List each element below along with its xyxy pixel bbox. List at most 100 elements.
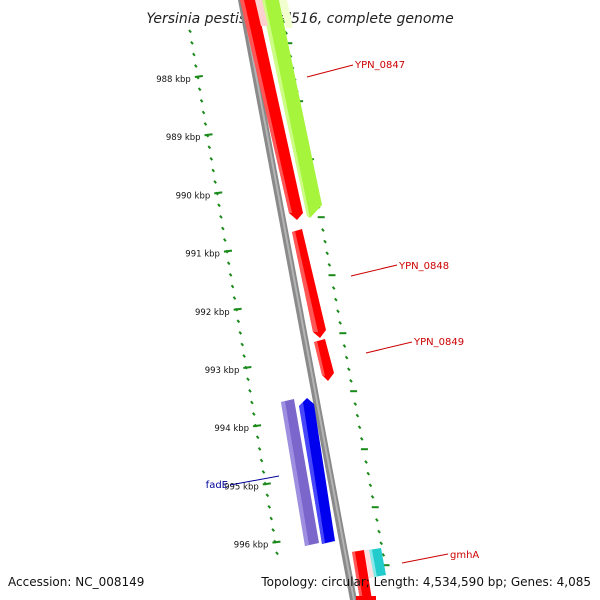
gene-feature-ypn-0848 — [292, 229, 326, 338]
outer-tick — [331, 286, 336, 290]
genome-backbone — [238, 0, 357, 600]
ruler-minor-tick — [248, 388, 252, 393]
gene-feature-slate — [281, 399, 319, 546]
outer-tick — [325, 251, 329, 256]
outer-tick — [370, 494, 375, 499]
outer-tick — [323, 239, 327, 244]
ruler-minor-tick — [275, 551, 279, 556]
outer-tick — [368, 483, 373, 488]
ruler-tick-label: 994 kbp — [214, 424, 249, 434]
outer-tick — [379, 541, 383, 546]
ruler-minor-tick — [213, 180, 217, 184]
ruler-minor-tick — [236, 319, 241, 324]
outer-tick — [364, 460, 368, 464]
ruler-major-tick — [223, 249, 233, 253]
outer-tick — [377, 529, 381, 534]
ruler-minor-tick — [259, 458, 264, 463]
outer-tick — [336, 309, 340, 314]
ruler-minor-tick — [188, 29, 192, 34]
gene-feature-pale-2 — [279, 0, 293, 28]
ruler-minor-tick — [238, 330, 243, 335]
ruler-minor-tick — [209, 156, 214, 161]
gene-feature-gmha-cyan — [369, 548, 386, 577]
ruler-major-tick — [214, 191, 223, 195]
ruler-minor-tick — [255, 435, 260, 440]
gene-label-ypn-0847: YPN_0847 — [354, 60, 405, 71]
gene-feature-red-1 — [240, 0, 303, 220]
ruler-minor-tick — [252, 412, 256, 416]
ruler-minor-tick — [192, 52, 196, 57]
gene-feature-lime-1 — [261, 0, 322, 218]
ruler-minor-tick — [240, 342, 244, 347]
outer-tick — [353, 402, 358, 406]
outer-tick — [357, 425, 362, 430]
outer-tick — [327, 262, 332, 267]
gene-label-gmha: gmhA — [450, 550, 479, 561]
gene-feature-pale-1 — [255, 0, 268, 26]
ruler-major-tick — [204, 133, 213, 137]
gene-features — [240, 0, 386, 600]
outer-tick — [375, 518, 379, 522]
ruler-minor-tick — [242, 354, 246, 358]
ruler-minor-tick — [211, 168, 215, 173]
outer-tick — [344, 355, 349, 360]
ruler-tick-label: 993 kbp — [205, 366, 240, 376]
ruler-minor-tick — [223, 238, 227, 242]
ruler-minor-tick — [219, 214, 223, 219]
ruler-minor-tick — [230, 284, 235, 289]
ruler-minor-tick — [201, 110, 206, 115]
ruler-minor-tick — [226, 261, 231, 266]
outer-tick — [381, 552, 386, 557]
ruler-minor-tick — [190, 40, 194, 45]
ruler-minor-tick — [267, 504, 272, 509]
ruler-minor-tick — [269, 516, 273, 521]
ruler-minor-tick — [207, 145, 212, 150]
ruler-minor-tick — [199, 98, 204, 103]
ruler-tick-label: 992 kbp — [195, 308, 230, 318]
ruler-minor-tick — [197, 87, 202, 92]
outer-tick — [347, 367, 351, 372]
ruler-minor-tick — [265, 493, 270, 498]
ruler-minor-tick — [232, 296, 237, 300]
ruler-minor-tick — [194, 64, 198, 68]
map-title: Yersinia pestis Nepal516, complete genom… — [146, 11, 453, 27]
ruler-minor-tick — [257, 446, 262, 451]
ruler-major-tick — [262, 482, 271, 486]
ruler-minor-tick — [261, 470, 266, 474]
outer-tick — [321, 228, 325, 232]
gene-feature-pale-3 — [364, 550, 374, 578]
ruler-major-tick — [233, 307, 242, 311]
gene-labels: YPN_0847 YPN_0848 YPN_0849 fadE gmhA — [206, 60, 479, 564]
ruler-tick-label: 995 kbp — [224, 482, 259, 492]
ruler-minor-tick — [221, 226, 225, 231]
gene-feature-gmha-red — [352, 550, 372, 600]
ruler-tick-label: 991 kbp — [185, 250, 220, 260]
ruler-major-tick — [272, 540, 281, 544]
outer-tick — [342, 344, 347, 348]
gene-label-fade: fadE — [206, 480, 228, 491]
ruler: 988 kbp 989 kbp 990 kbp 991 kbp 992 kbp 993 k… — [156, 29, 281, 556]
ruler-minor-tick — [246, 377, 250, 382]
gene-label-ypn-0848: YPN_0848 — [398, 261, 449, 272]
outer-tick — [359, 436, 364, 441]
ruler-minor-tick — [203, 122, 208, 126]
outer-tick — [355, 413, 360, 418]
ruler-tick-label: 990 kbp — [176, 191, 211, 201]
outer-tick — [349, 378, 353, 383]
ruler-minor-tick — [250, 400, 254, 405]
accession-text: Accession: NC_008149 — [8, 575, 144, 589]
ruler-major-tick — [194, 75, 203, 78]
ruler-minor-tick — [228, 272, 233, 277]
gene-label-ypn-0849: YPN_0849 — [413, 337, 464, 348]
outer-tick — [338, 320, 342, 325]
ruler-tick-label: 996 kbp — [234, 541, 269, 551]
topology-text: Topology: circular; Length: 4,534,590 bp… — [260, 575, 591, 589]
ruler-tick-label: 988 kbp — [156, 75, 191, 85]
ruler-major-tick — [252, 424, 262, 428]
gene-feature-bottom-red — [356, 596, 376, 600]
ruler-minor-tick — [217, 203, 221, 208]
gene-feature-fade — [299, 398, 335, 544]
ruler-tick-label: 989 kbp — [166, 133, 201, 143]
gene-feature-ypn-0849 — [314, 339, 334, 381]
